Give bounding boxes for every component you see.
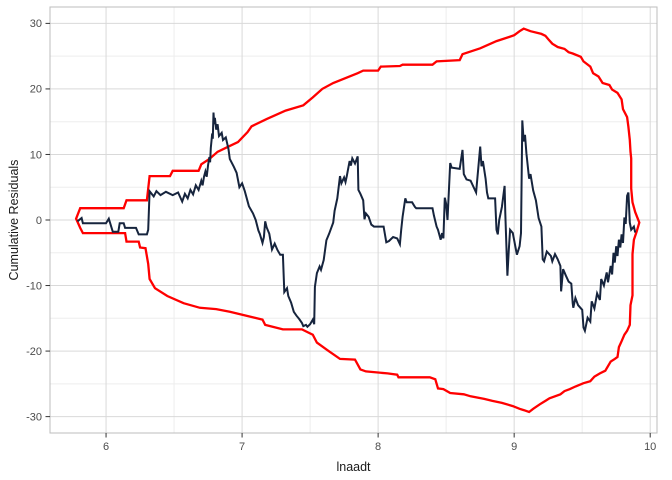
y-tick-label: 20 xyxy=(30,84,42,96)
y-tick-label: 30 xyxy=(30,18,42,30)
x-tick-label: 10 xyxy=(644,441,656,453)
y-axis-title: Cumulative Residuals xyxy=(7,159,21,281)
x-tick-label: 7 xyxy=(239,441,245,453)
y-tick-label: 0 xyxy=(36,215,42,227)
x-tick-label: 8 xyxy=(375,441,381,453)
confidence-envelope-line xyxy=(74,27,641,414)
series-layer xyxy=(74,27,641,414)
x-tick-label: 9 xyxy=(511,441,517,453)
y-tick-label: -10 xyxy=(26,280,42,292)
y-tick-label: -30 xyxy=(26,411,42,423)
x-axis-title: lnaadt xyxy=(336,460,371,474)
cumulative-residuals-line xyxy=(76,112,637,335)
x-tick-label: 6 xyxy=(103,441,109,453)
y-tick-label: -20 xyxy=(26,346,42,358)
y-tick-label: 10 xyxy=(30,149,42,161)
